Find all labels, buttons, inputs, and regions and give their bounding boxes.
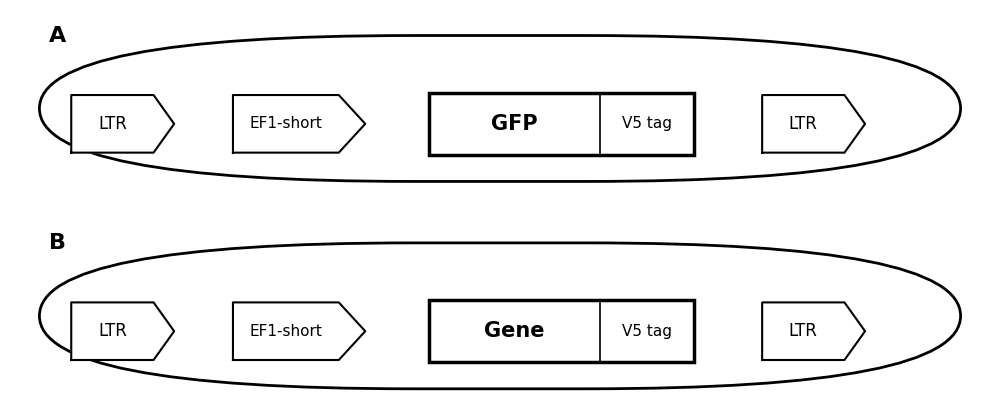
Text: LTR: LTR xyxy=(98,322,127,340)
Text: A: A xyxy=(49,26,66,46)
Text: EF1-short: EF1-short xyxy=(249,324,322,339)
Polygon shape xyxy=(233,95,365,153)
Text: LTR: LTR xyxy=(98,115,127,133)
Text: EF1-short: EF1-short xyxy=(249,116,322,131)
Text: LTR: LTR xyxy=(789,322,818,340)
Text: B: B xyxy=(49,233,66,253)
Text: V5 tag: V5 tag xyxy=(622,116,672,131)
Text: Gene: Gene xyxy=(484,321,545,341)
Polygon shape xyxy=(71,302,174,360)
Bar xyxy=(429,300,694,362)
FancyBboxPatch shape xyxy=(39,243,961,389)
Text: LTR: LTR xyxy=(789,115,818,133)
FancyBboxPatch shape xyxy=(39,35,961,181)
Text: GFP: GFP xyxy=(491,114,538,134)
Bar xyxy=(429,93,694,155)
Polygon shape xyxy=(71,95,174,153)
Polygon shape xyxy=(762,95,865,153)
Polygon shape xyxy=(233,302,365,360)
Polygon shape xyxy=(762,302,865,360)
Text: V5 tag: V5 tag xyxy=(622,324,672,339)
